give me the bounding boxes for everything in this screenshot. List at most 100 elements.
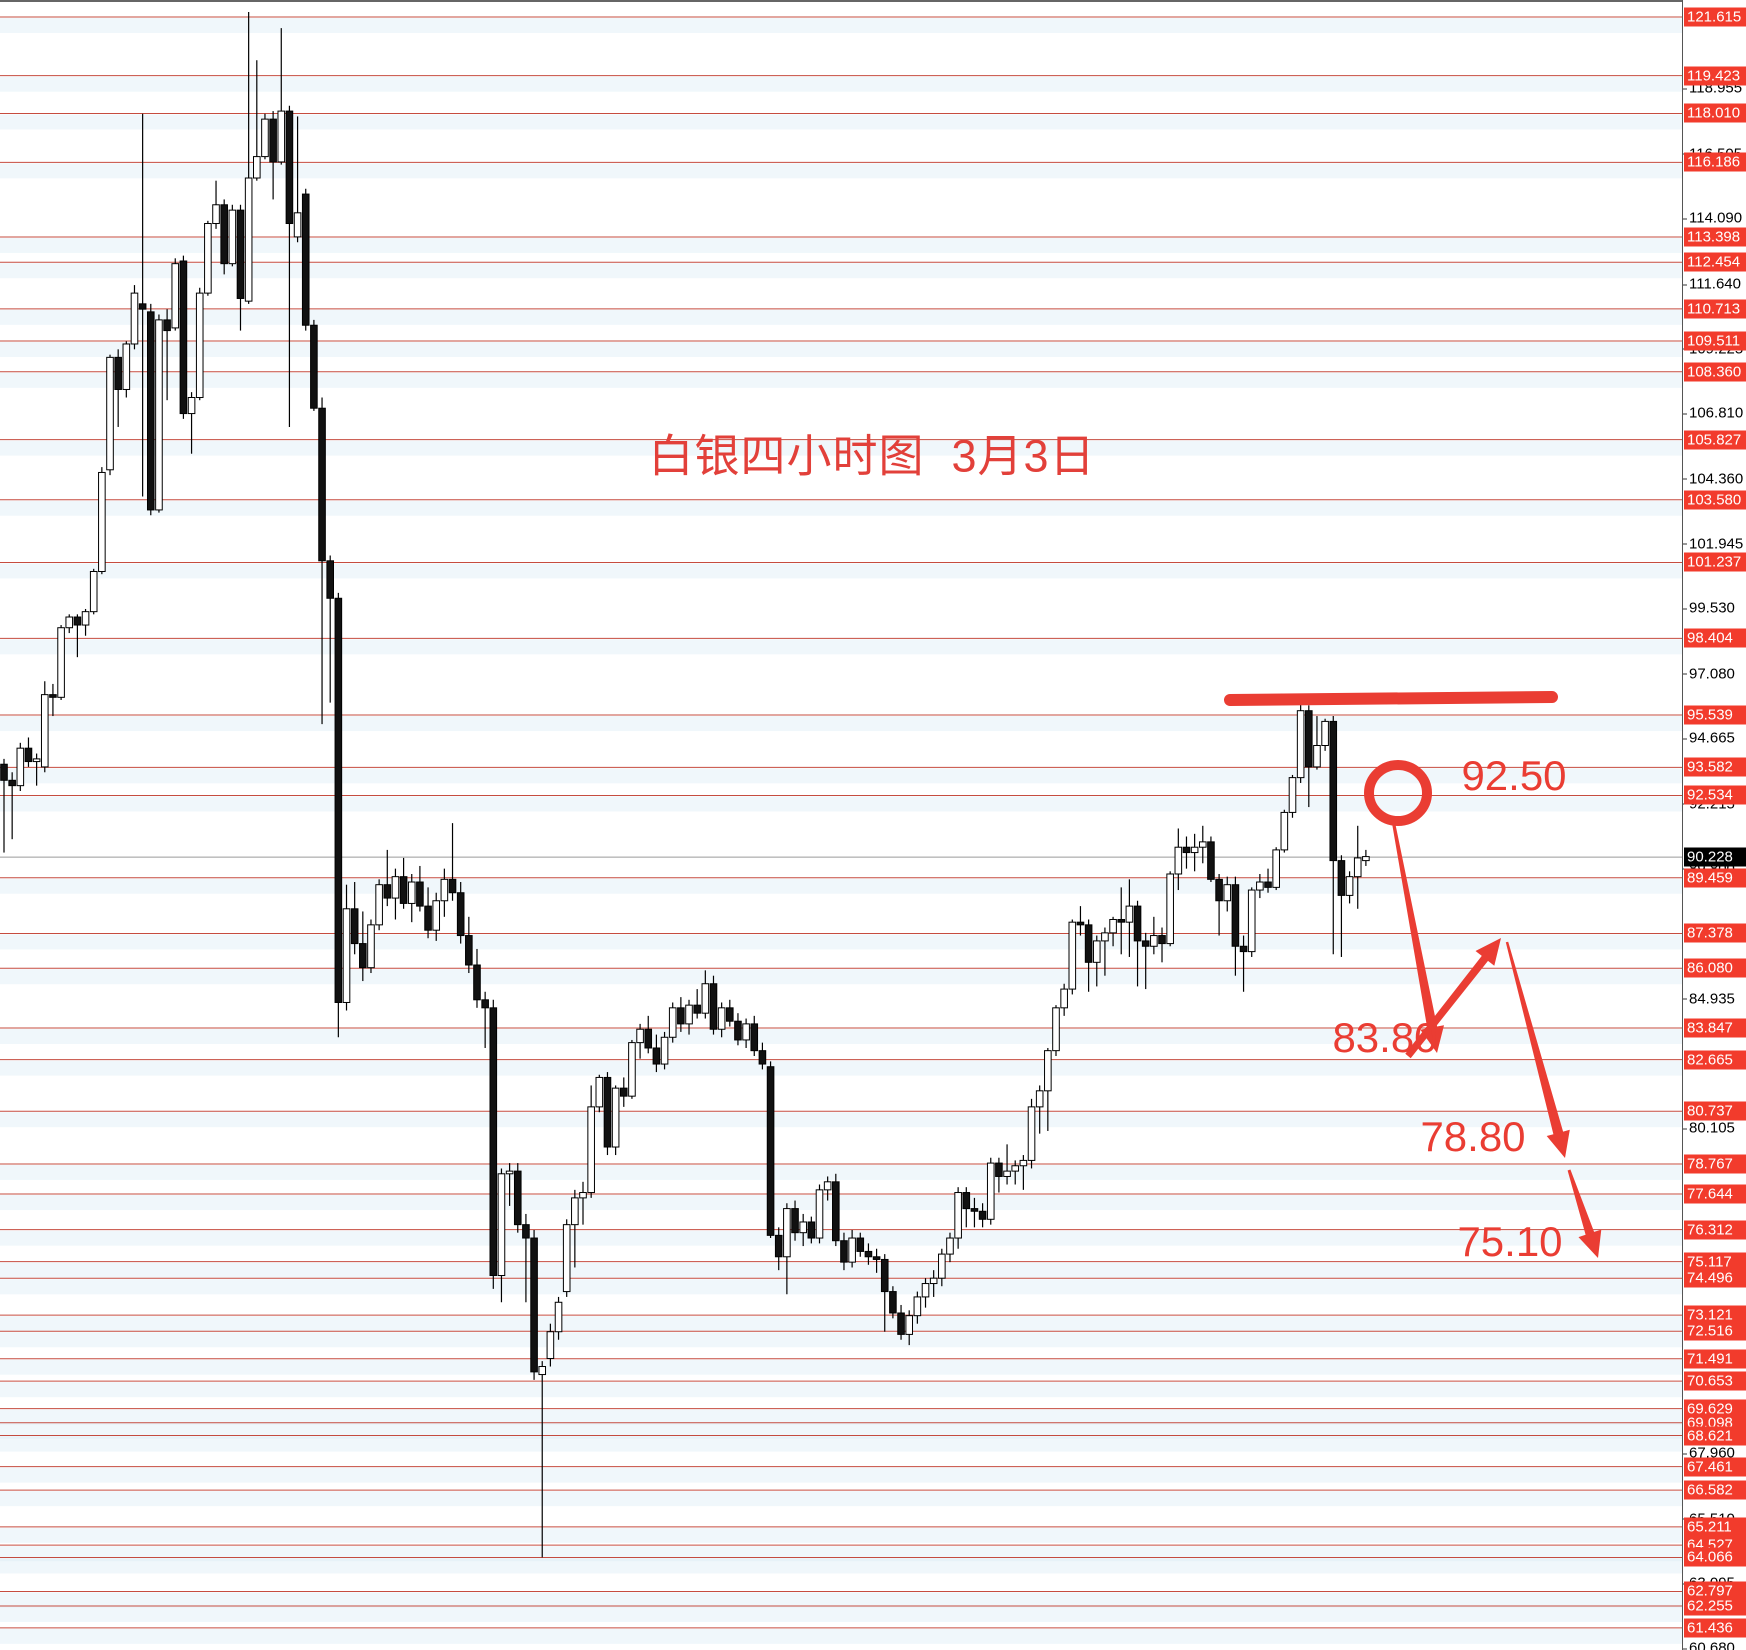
bull-candle-body [783,1208,791,1258]
bear-candle-body [1239,945,1248,953]
bear-candle-body [889,1291,897,1314]
bear-candle-body [146,311,155,511]
bull-candle-body [946,1237,954,1255]
bull-candle-body [921,1283,930,1298]
band [0,114,1682,130]
bull-candle-body [1362,856,1370,862]
bull-candle-body [1019,1159,1028,1167]
price-level-label: 110.713 [1684,299,1746,319]
band [0,969,1682,985]
bull-candle-body [440,878,449,902]
axis-tick-label: 114.090 [1683,210,1742,227]
bull-candle-body [195,292,204,399]
bull-candle-body [497,1173,506,1277]
band [0,1279,1682,1295]
bull-candle-body [40,694,49,768]
price-level-label: 101.237 [1684,552,1746,572]
bear-candle-body [840,1240,848,1263]
bear-candle-body [8,779,16,787]
bear-candle-body [995,1162,1003,1177]
price-level-label: 112.454 [1684,252,1746,272]
bear-candle-body [522,1224,530,1239]
bear-candle-body [603,1076,612,1148]
band [0,1332,1682,1348]
trend-arrow [1505,941,1570,1158]
band [0,1423,1682,1439]
bull-candle-body [1125,905,1134,923]
bear-candle-body [73,616,82,626]
price-level-label: 64.066 [1684,1547,1746,1567]
axis-tick-mark [1683,673,1687,675]
bull-candle-body [130,292,139,345]
bull-candle-body [1092,940,1101,963]
bull-candle-body [1288,777,1297,813]
price-level-label: 92.534 [1684,785,1746,805]
bear-candle-body [897,1312,905,1335]
bull-candle-body [660,1036,669,1065]
bear-candle-body [1182,846,1191,854]
bull-candle-body [954,1192,962,1239]
bull-candle-body [261,118,269,158]
bull-candle-body [685,1004,693,1025]
band [0,1409,1682,1425]
price-level-label: 119.423 [1684,66,1746,86]
band [0,342,1682,358]
band [0,263,1682,279]
bear-candle-body [448,878,457,894]
bear-candle-body [424,905,432,931]
bear-candle-body [1215,878,1223,902]
bull-candle-body [562,1224,571,1293]
price-level-label: 74.496 [1684,1268,1746,1288]
bear-candle-body [725,1007,734,1022]
axis-tick-mark [1683,998,1687,1000]
axis-tick-label: 97.080 [1683,665,1735,682]
bull-candle-body [57,627,65,698]
band [0,1436,1682,1452]
bull-candle-body [407,881,416,904]
bull-candle-body [367,924,375,969]
bull-candle-body [546,1331,555,1359]
band [0,163,1682,179]
price-level-label: 105.827 [1684,430,1746,450]
band [0,500,1682,516]
bull-candle-body [815,1189,824,1239]
bear-candle-body [766,1066,775,1236]
bull-candle-body [1027,1106,1036,1161]
bear-candle-body [880,1258,889,1293]
bear-candle-body [1264,881,1272,888]
band [0,1195,1682,1211]
price-level-label: 65.211 [1684,1517,1746,1537]
bull-candle-body [1296,710,1305,779]
bear-candle-body [644,1028,653,1049]
band [0,1028,1682,1044]
chart-plot-area: 92.50 83.80 78.80 75.10 [0,0,1682,1644]
bear-candle-body [399,876,408,904]
bear-candle-body [872,1256,881,1260]
bear-candle-body [318,407,326,562]
price-level-label: 70.653 [1684,1371,1746,1391]
axis-tick-label: 106.810 [1683,405,1743,422]
bull-candle-body [913,1296,922,1317]
annotation-price-label: 92.50 [1461,752,1566,799]
annotation-price-label: 75.10 [1457,1218,1562,1265]
bull-candle-body [571,1197,579,1226]
bear-candle-body [481,999,489,1009]
price-level-label: 77.644 [1684,1184,1746,1204]
bull-candle-body [799,1221,807,1234]
band [0,17,1682,33]
bull-candle-body [986,1162,995,1220]
bull-candle-body [1003,1170,1011,1177]
current-price-label: 90.228 [1684,847,1746,867]
axis-tick-label: 111.640 [1683,276,1741,293]
price-level-label: 108.360 [1684,362,1746,382]
price-level-label: 82.665 [1684,1050,1746,1070]
candlestick-chart-svg: 92.50 83.80 78.80 75.10 [0,0,1682,1644]
price-level-label: 86.080 [1684,958,1746,978]
band [0,1491,1682,1507]
bull-candle-body [717,1007,726,1030]
bear-candle-body [1207,841,1215,880]
bull-candle-body [668,1007,677,1038]
bull-candle-body [595,1076,604,1108]
price-level-label: 93.582 [1684,757,1746,777]
bull-candle-body [611,1087,620,1148]
